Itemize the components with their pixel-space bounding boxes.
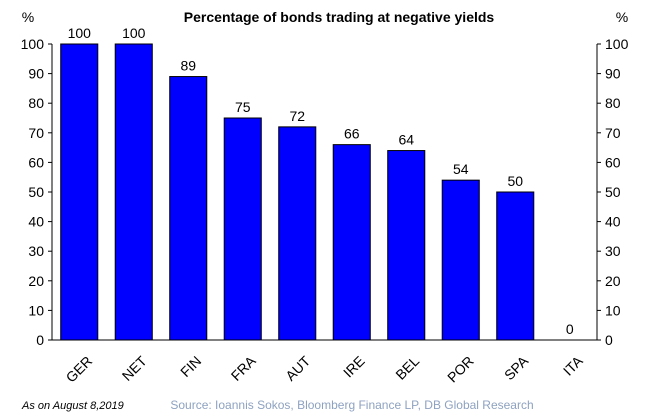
data-label-spa: 50	[507, 173, 523, 189]
data-label-fra: 75	[235, 99, 251, 115]
left-axis-unit-label: %	[22, 9, 34, 25]
bar-net	[114, 43, 153, 341]
right-tick-label: 0	[605, 332, 613, 348]
category-label-ita: ITA	[560, 352, 586, 378]
bar-fra	[223, 117, 262, 341]
category-label-ire: IRE	[340, 353, 368, 381]
data-label-ger: 100	[68, 25, 92, 41]
data-label-aut: 72	[289, 108, 305, 124]
right-axis-unit-label: %	[616, 9, 628, 25]
category-label-fin: FIN	[177, 353, 204, 380]
right-tick-label: 40	[605, 214, 621, 230]
bar-spa	[496, 191, 535, 341]
source-note: Source: Ioannis Sokos, Bloomberg Finance…	[170, 398, 533, 412]
left-tick-label: 40	[28, 214, 44, 230]
data-labels: 100 100 89 75 72 66 64 54 50 0	[68, 25, 574, 337]
right-tick-label: 50	[605, 184, 621, 200]
category-label-ger: GER	[63, 353, 96, 386]
left-tick-label: 20	[28, 273, 44, 289]
date-note: As on August 8,2019	[21, 400, 124, 412]
bar-ger	[60, 43, 99, 341]
left-tick-label: 0	[36, 332, 44, 348]
right-tick-label: 100	[605, 36, 629, 52]
left-tick-label: 30	[28, 243, 44, 259]
left-tick-label: 100	[21, 36, 45, 52]
bar-por	[441, 179, 480, 341]
bar-fin	[169, 76, 208, 341]
x-axis-categories: GER NET FIN FRA AUT IRE BEL POR SPA ITA	[63, 352, 587, 385]
left-tick-label: 70	[28, 125, 44, 141]
left-tick-label: 90	[28, 66, 44, 82]
data-label-ita: 0	[566, 321, 574, 337]
left-y-axis: 0 10 20 30 40 50 60 70 80 90 100	[21, 36, 52, 348]
chart-title: Percentage of bonds trading at negative …	[184, 9, 495, 25]
left-tick-label: 80	[28, 95, 44, 111]
data-label-bel: 64	[398, 132, 414, 148]
category-label-net: NET	[119, 352, 150, 383]
right-tick-label: 60	[605, 154, 621, 170]
right-tick-label: 90	[605, 66, 621, 82]
data-label-ire: 66	[344, 126, 360, 142]
bars	[60, 43, 535, 341]
bar-ire	[332, 144, 371, 341]
right-tick-label: 70	[605, 125, 621, 141]
right-tick-label: 20	[605, 273, 621, 289]
data-label-net: 100	[122, 25, 146, 41]
category-label-por: POR	[444, 353, 477, 386]
category-label-aut: AUT	[282, 352, 313, 383]
category-label-bel: BEL	[392, 353, 422, 383]
category-label-fra: FRA	[228, 352, 260, 384]
right-tick-label: 10	[605, 302, 621, 318]
left-tick-label: 10	[28, 302, 44, 318]
category-label-spa: SPA	[501, 352, 532, 383]
data-label-por: 54	[453, 161, 469, 177]
right-tick-label: 30	[605, 243, 621, 259]
bar-aut	[278, 126, 317, 341]
left-tick-label: 50	[28, 184, 44, 200]
bar-bel	[387, 150, 426, 341]
right-y-axis: 0 10 20 30 40 50 60 70 80 90 100	[597, 36, 629, 348]
right-tick-label: 80	[605, 95, 621, 111]
data-label-fin: 89	[180, 58, 196, 74]
left-tick-label: 60	[28, 154, 44, 170]
